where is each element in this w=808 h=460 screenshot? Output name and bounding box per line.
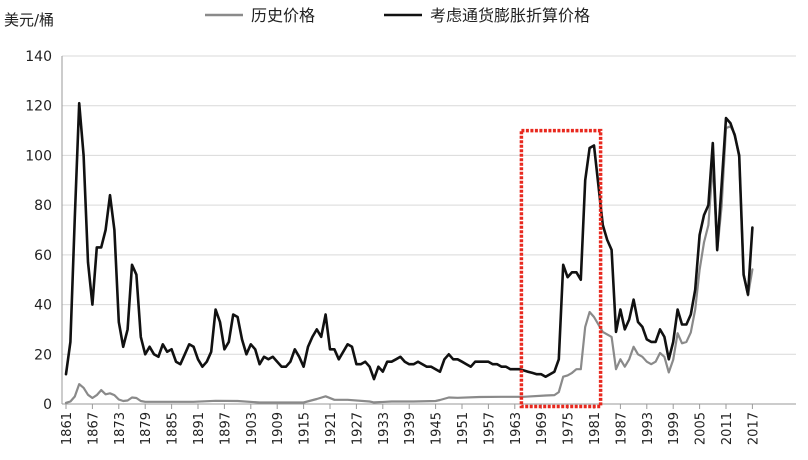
x-tick-label: 1909 (271, 412, 286, 445)
y-tick-label: 60 (34, 248, 52, 264)
grid (62, 55, 796, 355)
y-tick-label: 40 (34, 298, 52, 314)
x-tick-label: 1885 (166, 412, 181, 445)
x-tick-label: 1951 (456, 412, 471, 445)
series-lines (64, 101, 754, 404)
historical-price-line (64, 125, 754, 404)
x-tick-label: 1897 (218, 412, 233, 445)
x-tick-label: 1867 (86, 412, 101, 445)
x-tick-label: 1987 (614, 412, 629, 445)
y-tick-label: 0 (43, 397, 52, 413)
legend-label: 考虑通货膨胀折算价格 (430, 6, 590, 25)
x-tick-label: 1999 (667, 412, 682, 445)
x-tick-label: 2017 (746, 412, 761, 445)
highlight-box (519, 128, 603, 409)
y-tick-label: 140 (25, 49, 52, 65)
x-tick-labels: 1861 1867 1873 1879 1885 1891 1897 1903 1909 1915… (60, 412, 761, 445)
x-tick-label: 1975 (562, 412, 577, 445)
y-tick-label: 80 (34, 198, 52, 214)
x-tick-label: 1993 (641, 412, 656, 445)
x-tick-label: 1939 (403, 412, 418, 445)
x-tick-label: 1981 (588, 412, 603, 445)
x-tick-label: 1927 (350, 412, 365, 445)
y-tick-labels: 0 20 40 60 80 100 120 140 (25, 49, 52, 413)
x-tick-label: 1903 (245, 412, 260, 445)
x-tick-label: 1969 (535, 412, 550, 445)
legend: 历史价格 考虑通货膨胀折算价格 (205, 6, 590, 25)
y-tick-label: 120 (25, 99, 52, 115)
axes (61, 56, 796, 409)
y-tick-label: 20 (34, 347, 52, 363)
highlight-layer (519, 128, 603, 409)
x-tick-label: 2011 (720, 412, 735, 445)
legend-label: 历史价格 (251, 6, 315, 25)
x-tick-label: 1861 (60, 412, 75, 445)
x-tick-label: 2005 (694, 412, 709, 445)
x-tick-label: 1915 (298, 412, 313, 445)
x-tick-label: 1873 (113, 412, 128, 445)
y-tick-label: 100 (25, 148, 52, 164)
x-tick-label: 1879 (139, 412, 154, 445)
x-tick-label: 1891 (192, 412, 207, 445)
inflation-adjusted-price-line (64, 101, 754, 381)
x-tick-label: 1945 (430, 412, 445, 445)
y-unit-label: 美元/桶 (4, 11, 54, 29)
x-tick-label: 1933 (377, 412, 392, 445)
x-tick-label: 1921 (324, 412, 339, 445)
x-tick-label: 1963 (509, 412, 524, 445)
x-tick-label: 1957 (482, 412, 497, 445)
